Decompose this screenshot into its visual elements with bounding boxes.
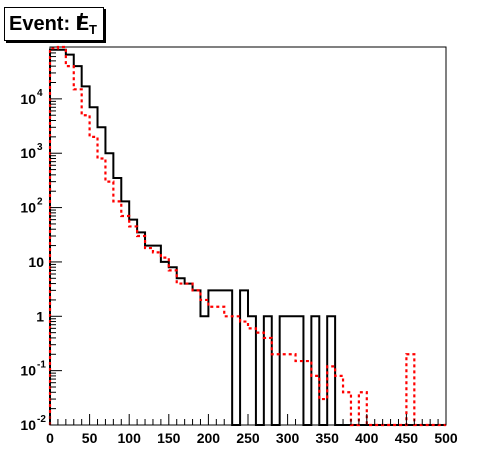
y-tick-label: 10 -2 [20,414,46,433]
title-prefix: Event: [9,13,76,35]
met-subscript: T [89,22,97,37]
x-axis: 0 50 100 150 200 250 300 350 400 450 500 [46,414,458,446]
y-tick-base: 1 [36,308,44,324]
y-tick-label: 10 4 [20,88,43,107]
y-tick-base: 10 [20,200,36,216]
x-tick-label: 0 [46,430,54,446]
x-tick-label: 50 [82,430,98,446]
y-tick-exponent: 2 [37,197,43,208]
series-solid-black-line [49,48,446,426]
x-tick-label: 250 [236,430,260,446]
y-tick-base: 10 [20,363,36,379]
y-tick-label: 10 -1 [20,360,46,379]
y-tick-exponent: -2 [37,414,46,425]
x-tick-label: 100 [118,430,142,446]
y-tick-exponent: -1 [37,360,46,371]
met-slash: / [77,11,84,33]
chart-title: Event: E / T [4,7,104,41]
y-tick-exponent: 3 [37,142,43,153]
y-tick-base: 10 [20,145,36,161]
x-tick-label: 450 [395,430,419,446]
y-tick-base: 10 [20,417,36,433]
y-tick-label: 10 3 [20,142,43,161]
plot-frame [49,46,447,426]
x-tick-label: 150 [157,430,181,446]
y-tick-label: 10 [28,254,44,270]
met-symbol: E / [76,8,89,40]
y-tick-exponent: 4 [37,88,43,99]
series-dashed-red-line [48,45,446,427]
x-tick-label: 300 [276,430,300,446]
x-tick-label: 400 [355,430,379,446]
series-layer [48,45,446,427]
x-tick-label: 500 [434,430,458,446]
y-tick-label: 10 2 [20,197,43,216]
x-tick-label: 200 [197,430,221,446]
x-tick-label: 350 [316,430,340,446]
y-tick-base: 10 [28,254,44,270]
met-letter: E [75,13,90,35]
y-tick-label: 1 [36,308,44,324]
y-tick-base: 10 [20,91,36,107]
